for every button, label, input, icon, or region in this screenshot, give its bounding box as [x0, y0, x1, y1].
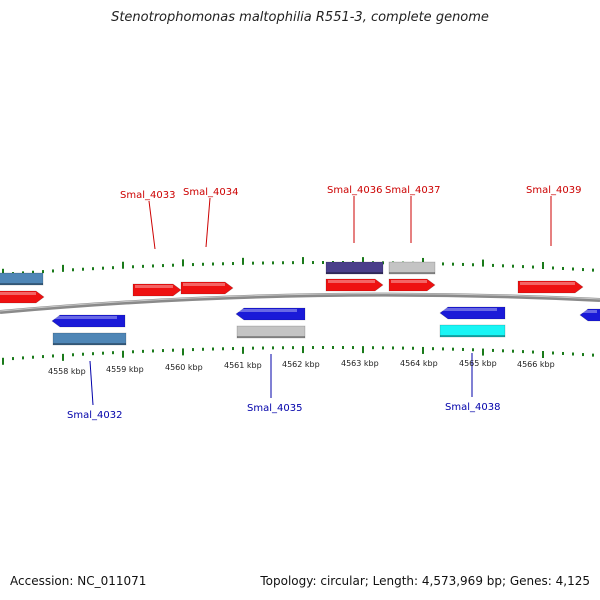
callout-line — [205, 197, 211, 248]
reverse-gene-arrow-sheen — [582, 310, 597, 313]
forward-gene-arrow — [0, 290, 45, 304]
accession-label: Accession: NC_011071 — [10, 574, 147, 588]
feature-block-edge — [237, 336, 305, 338]
feature-block — [325, 261, 384, 275]
gene-label-top: Smal_4034 — [183, 187, 238, 198]
genome-backbone — [0, 292, 600, 314]
scale-label: 4558 kbp — [48, 367, 86, 376]
gene-label-bottom: Smal_4038 — [445, 402, 500, 413]
feature-block — [0, 272, 44, 286]
map-title: Stenotrophomonas maltophilia R551-3, com… — [111, 10, 489, 25]
gene-label-bottom: Smal_4035 — [247, 403, 302, 414]
scale-labels: 4558 kbp 4559 kbp 4560 kbp 4561 kbp 4562… — [48, 359, 555, 376]
forward-gene-arrow — [517, 280, 584, 294]
forward-gene-arrow-sheen — [183, 283, 225, 286]
reverse-gene-arrow — [439, 306, 506, 320]
feature-block — [52, 332, 127, 346]
forward-gene-arrow-sheen — [0, 292, 36, 295]
feature-block-edge — [53, 343, 126, 345]
feature-block-edge — [389, 272, 435, 274]
scale-label: 4563 kbp — [341, 359, 379, 368]
forward-gene-arrow-sheen — [135, 285, 173, 288]
gene-label-top: Smal_4036 — [327, 185, 382, 196]
callout-line — [89, 360, 94, 406]
forward-gene-arrow-sheen — [328, 280, 375, 283]
gene-label-top: Smal_4039 — [526, 185, 581, 196]
reverse-gene-arrow-sheen — [442, 308, 497, 311]
scale-label: 4562 kbp — [282, 360, 320, 369]
inner-tick-ring — [2, 346, 594, 365]
feature-block — [439, 324, 506, 338]
reverse-gene-arrow — [235, 307, 306, 321]
reverse-gene-arrow — [51, 314, 126, 328]
reverse-gene-arrow-sheen — [54, 316, 117, 319]
feature-block-edge — [0, 283, 43, 285]
scale-label: 4561 kbp — [224, 361, 262, 370]
outer-tick-ring — [2, 257, 594, 276]
reverse-gene-arrow-sheen — [238, 309, 297, 312]
forward-gene-arrow — [132, 283, 182, 297]
forward-gene-arrow-sheen — [391, 280, 427, 283]
scale-label: 4566 kbp — [517, 360, 555, 369]
feature-block — [388, 261, 436, 275]
gene-labels: Smal_4033 Smal_4034 Smal_4036 Smal_4037 … — [67, 185, 581, 421]
callout-line — [148, 200, 156, 250]
gene-callouts — [89, 196, 552, 406]
feature-block-edge — [326, 272, 383, 274]
gene-label-top: Smal_4037 — [385, 185, 440, 196]
feature-block — [236, 325, 306, 339]
scale-label: 4560 kbp — [165, 363, 203, 372]
forward-gene-arrow — [325, 278, 384, 292]
gene-label-top: Smal_4033 — [120, 190, 175, 201]
genome-backbone-highlight — [0, 293, 600, 312]
scale-label: 4564 kbp — [400, 359, 438, 368]
feature-track — [0, 261, 600, 346]
feature-block-edge — [440, 335, 505, 337]
genome-summary: Topology: circular; Length: 4,573,969 bp… — [260, 574, 590, 588]
forward-gene-arrow-sheen — [520, 282, 575, 285]
scale-label: 4565 kbp — [459, 359, 497, 368]
scale-label: 4559 kbp — [106, 365, 144, 374]
gene-label-bottom: Smal_4032 — [67, 410, 122, 421]
reverse-gene-arrow — [579, 308, 600, 322]
forward-gene-arrow — [180, 281, 234, 295]
forward-gene-arrow — [388, 278, 436, 292]
